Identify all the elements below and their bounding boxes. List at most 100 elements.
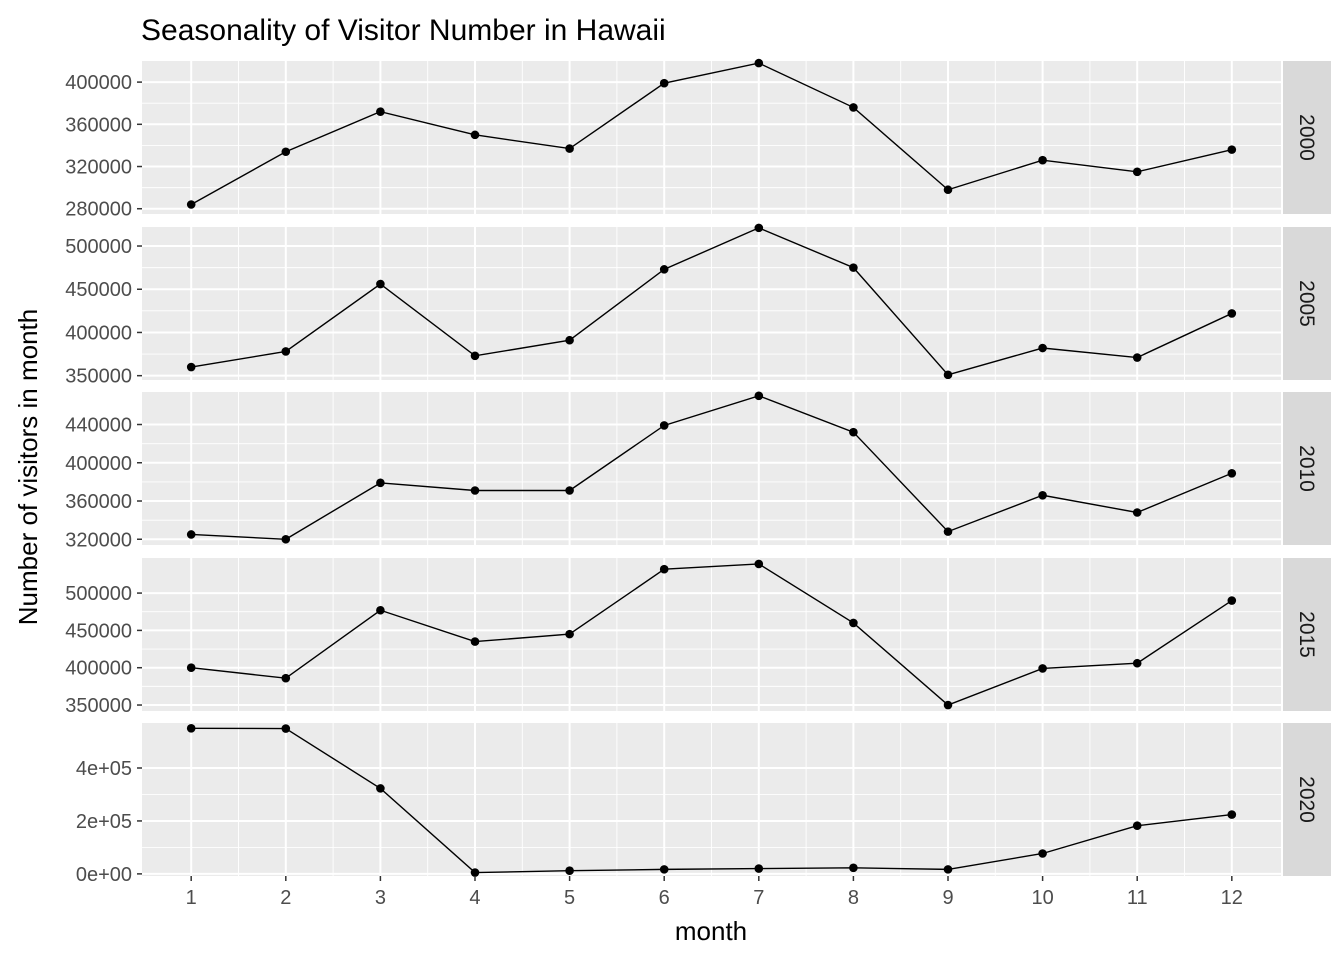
x-tick-label: 11 (1127, 887, 1148, 909)
data-point (186, 200, 196, 209)
facet-strip-label: 2015 (1295, 611, 1318, 658)
y-tick-label: 350000 (65, 366, 132, 388)
x-tick-label: 10 (1031, 887, 1053, 909)
data-point (943, 370, 953, 380)
facet-strip-label: 2000 (1295, 114, 1318, 161)
y-tick-label: 500000 (65, 236, 132, 258)
series-line (190, 62, 1232, 206)
x-tick-label: 8 (848, 887, 859, 909)
series-line (191, 227, 1233, 376)
facet-strip (1283, 392, 1331, 545)
x-axis: 1 2 3 4 5 6 7 8 9 10 11 12 (186, 876, 1243, 909)
data-point (376, 605, 385, 615)
data-point (565, 866, 574, 876)
data-point (1132, 658, 1142, 668)
y-tick-label: 450000 (65, 620, 132, 642)
x-tick-label: 7 (753, 887, 764, 909)
y-tick-label: 320000 (65, 529, 132, 551)
facet-strip (1283, 227, 1331, 380)
data-point (565, 486, 574, 495)
data-point (470, 130, 480, 140)
data-point (659, 78, 669, 88)
facet-strip (1283, 61, 1331, 214)
y-tick-label: 360000 (65, 491, 132, 513)
data-point (659, 265, 669, 274)
x-tick-label: 2 (280, 887, 291, 909)
data-point (376, 784, 385, 793)
y-tick-label: 500000 (65, 583, 132, 605)
facet-panels: 280000 320000 360000 400000 2000 350000 400000… (65, 58, 1331, 886)
data-point (943, 527, 953, 536)
y-tick-label: 350000 (65, 695, 132, 717)
data-point (186, 663, 196, 673)
facet-panel-2020: 0e+00 2e+05 4e+05 2020 (76, 723, 1331, 886)
series-line (191, 563, 1233, 706)
data-point (1132, 508, 1142, 517)
facet-strip (1283, 558, 1331, 711)
data-point (1227, 145, 1237, 154)
data-point (1038, 343, 1047, 353)
y-tick-label: 440000 (65, 415, 132, 437)
y-axis-title: Number of visitors in month (13, 309, 43, 625)
data-point (754, 864, 764, 873)
facet-panel-2000: 280000 320000 360000 400000 2000 (65, 58, 1331, 221)
data-point (1132, 167, 1142, 177)
data-point (754, 559, 764, 569)
data-point (849, 427, 858, 437)
data-point (470, 351, 480, 361)
x-tick-label: 6 (659, 887, 670, 909)
y-tick-label: 280000 (65, 199, 132, 221)
data-point (659, 421, 669, 430)
data-point (565, 335, 574, 345)
data-point (1227, 596, 1237, 605)
data-point (849, 263, 858, 272)
chart-title: Seasonality of Visitor Number in Hawaii (141, 14, 666, 47)
x-tick-label: 4 (469, 887, 480, 909)
data-point (1227, 309, 1237, 318)
facet-panel-2005: 350000 400000 450000 500000 2005 (65, 223, 1331, 388)
data-point (943, 700, 953, 710)
data-point (754, 223, 764, 233)
data-point (1132, 353, 1142, 362)
data-point (376, 279, 385, 289)
data-point (281, 724, 291, 733)
data-point (1227, 468, 1237, 478)
data-point (849, 618, 858, 628)
data-point (186, 530, 196, 539)
data-point (565, 144, 574, 153)
data-point (470, 486, 480, 495)
data-point (565, 629, 574, 639)
y-tick-label: 400000 (65, 453, 132, 475)
data-point (376, 478, 385, 488)
x-tick-label: 3 (375, 887, 386, 909)
y-tick-label: 400000 (65, 322, 132, 344)
facet-strip (1283, 723, 1331, 876)
y-tick-label: 0e+00 (76, 864, 132, 886)
y-tick-label: 400000 (65, 658, 132, 680)
data-point (186, 723, 196, 733)
x-tick-label: 12 (1221, 887, 1243, 909)
y-tick-label: 400000 (65, 72, 132, 94)
data-point (659, 564, 669, 574)
data-point (659, 865, 669, 874)
data-point (754, 391, 764, 401)
series-line (191, 395, 1233, 540)
y-tick-label: 2e+05 (76, 811, 132, 833)
data-point (470, 637, 480, 646)
data-point (1038, 849, 1047, 858)
data-point (1038, 664, 1047, 673)
data-point (281, 534, 291, 544)
x-tick-label: 5 (564, 887, 575, 909)
x-axis-title: month (675, 916, 747, 946)
x-tick-label: 9 (942, 887, 953, 909)
data-point (1038, 490, 1047, 500)
y-tick-label: 360000 (65, 114, 132, 136)
series-line (191, 727, 1232, 874)
data-point (281, 673, 291, 683)
data-point (1132, 821, 1142, 831)
facet-strip-label: 2005 (1295, 280, 1318, 327)
data-point (1227, 810, 1237, 819)
data-point (849, 863, 858, 873)
y-tick-label: 450000 (65, 279, 132, 301)
y-tick-label: 4e+05 (76, 758, 132, 780)
